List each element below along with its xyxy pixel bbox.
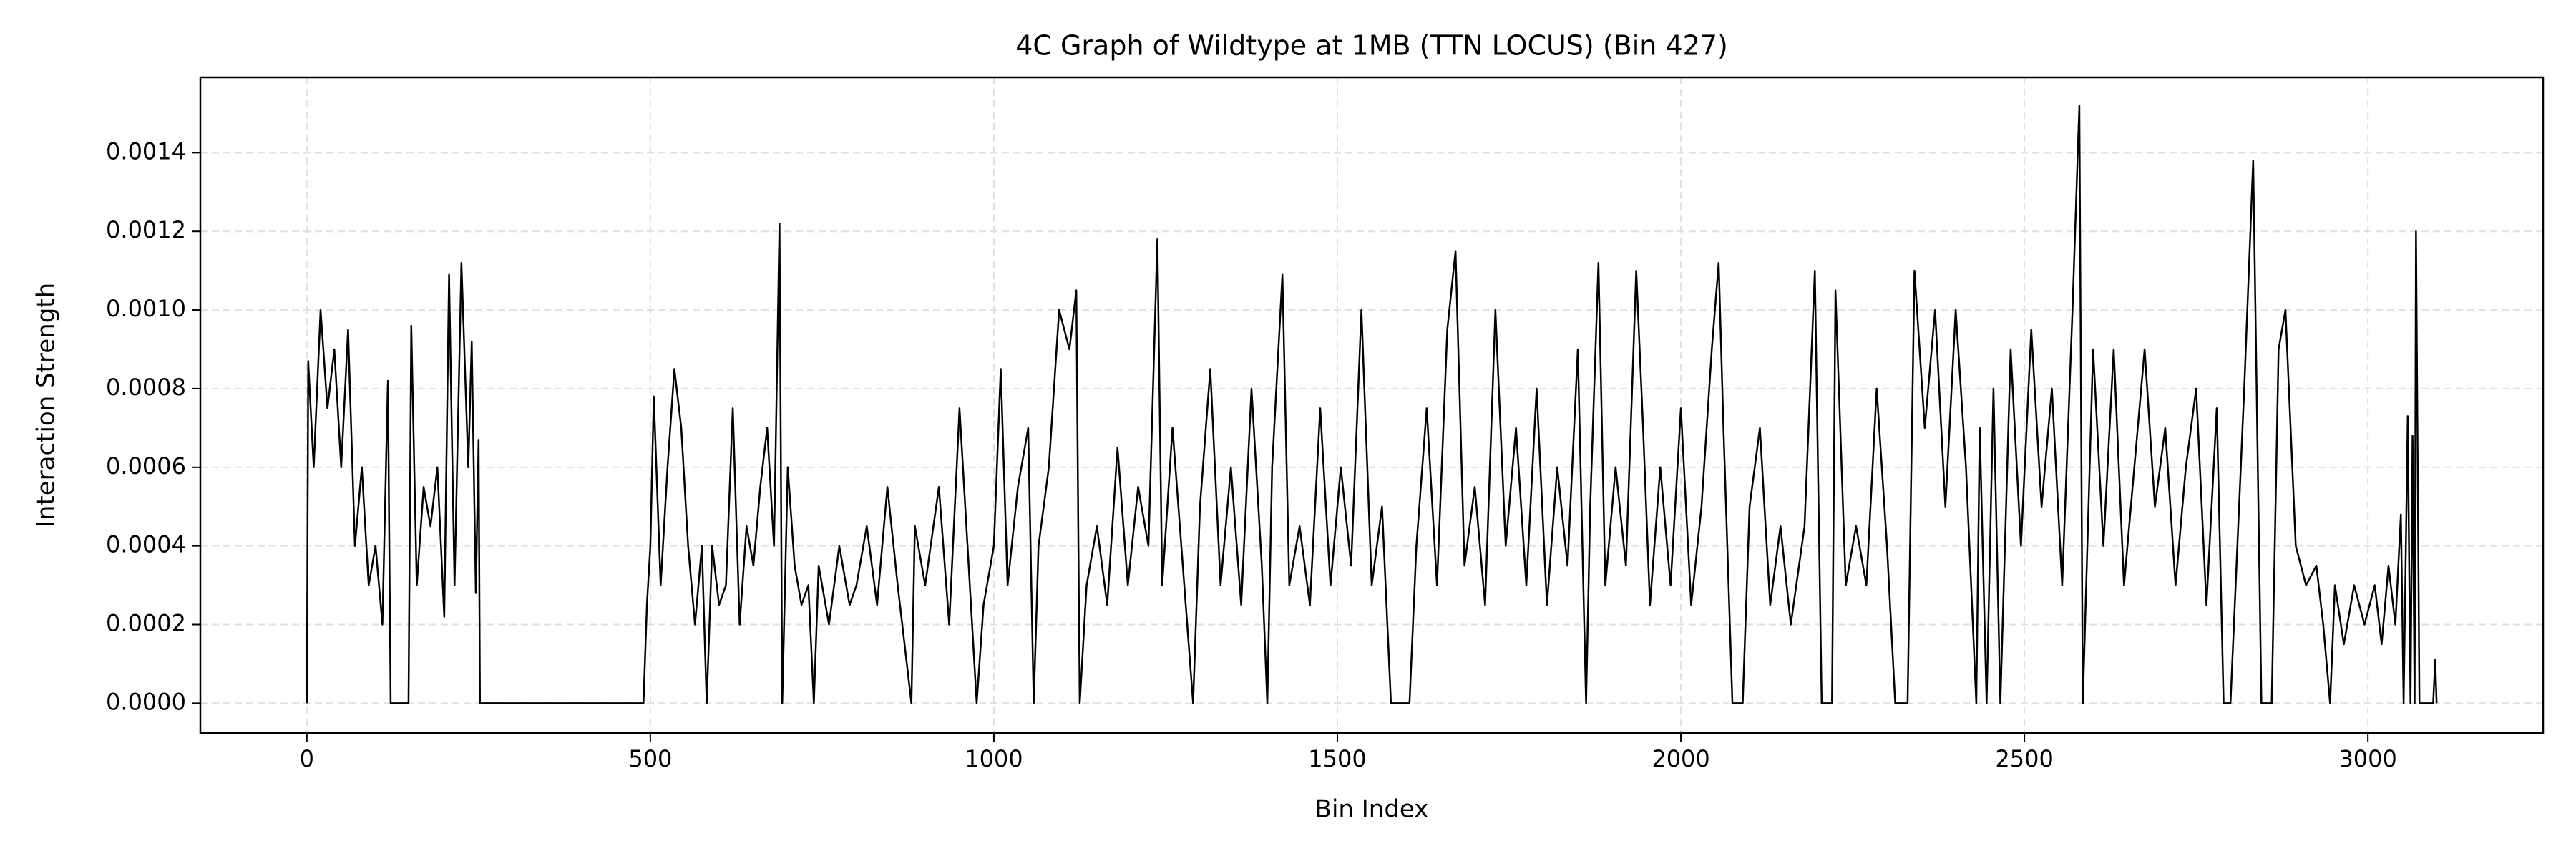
y-tick-label: 0.0012: [106, 216, 186, 243]
y-tick-label: 0.0010: [106, 295, 186, 322]
y-tick-label: 0.0014: [106, 137, 186, 165]
x-tick-label: 500: [628, 745, 672, 772]
y-tick-label: 0.0002: [106, 610, 186, 637]
y-tick-label: 0.0008: [106, 374, 186, 401]
y-tick-label: 0.0000: [106, 688, 186, 715]
x-tick-label: 2000: [1652, 745, 1709, 772]
x-tick-label: 1000: [965, 745, 1023, 772]
y-axis-label: Interaction Strength: [32, 283, 61, 528]
plot-frame: [199, 76, 2545, 734]
x-tick-label: 2500: [1995, 745, 2053, 772]
data-line: [306, 105, 2438, 704]
x-tick-label: 0: [300, 745, 314, 772]
y-tick-label: 0.0004: [106, 531, 186, 558]
x-axis-label: Bin Index: [1315, 795, 1429, 824]
x-tick-label: 3000: [2338, 745, 2396, 772]
chart-title: 4C Graph of Wildtype at 1MB (TTN LOCUS) …: [1015, 30, 1728, 62]
x-tick-label: 1500: [1308, 745, 1366, 772]
y-tick-label: 0.0006: [106, 452, 186, 480]
